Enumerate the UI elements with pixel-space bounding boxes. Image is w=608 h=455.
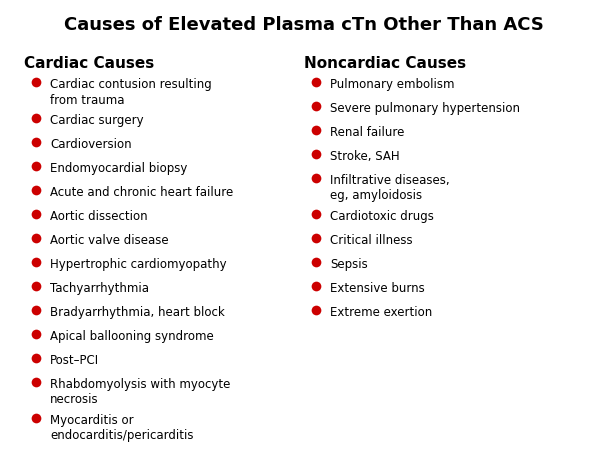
Text: Cardiac Causes: Cardiac Causes xyxy=(24,56,154,71)
Text: Hypertrophic cardiomyopathy: Hypertrophic cardiomyopathy xyxy=(50,258,227,270)
Text: Aortic valve disease: Aortic valve disease xyxy=(50,233,169,247)
Text: Post–PCI: Post–PCI xyxy=(50,353,100,366)
Text: Aortic dissection: Aortic dissection xyxy=(50,210,148,222)
Text: Stroke, SAH: Stroke, SAH xyxy=(330,150,399,162)
Text: Cardiac surgery: Cardiac surgery xyxy=(50,114,144,127)
Text: Cardiotoxic drugs: Cardiotoxic drugs xyxy=(330,210,434,222)
Text: Tachyarrhythmia: Tachyarrhythmia xyxy=(50,281,150,294)
Text: Critical illness: Critical illness xyxy=(330,233,413,247)
Text: Cardioversion: Cardioversion xyxy=(50,138,132,151)
Text: Rhabdomyolysis with myocyte
necrosis: Rhabdomyolysis with myocyte necrosis xyxy=(50,377,230,405)
Text: Apical ballooning syndrome: Apical ballooning syndrome xyxy=(50,329,214,342)
Text: Cardiac contusion resulting
from trauma: Cardiac contusion resulting from trauma xyxy=(50,78,212,106)
Text: Noncardiac Causes: Noncardiac Causes xyxy=(304,56,466,71)
Text: Renal failure: Renal failure xyxy=(330,126,404,139)
Text: Extensive burns: Extensive burns xyxy=(330,281,425,294)
Text: Extreme exertion: Extreme exertion xyxy=(330,305,432,318)
Text: Myocarditis or
endocarditis/pericarditis: Myocarditis or endocarditis/pericarditis xyxy=(50,413,194,441)
Text: Causes of Elevated Plasma cTn Other Than ACS: Causes of Elevated Plasma cTn Other Than… xyxy=(64,16,544,34)
Text: Pulmonary embolism: Pulmonary embolism xyxy=(330,78,455,91)
Text: Sepsis: Sepsis xyxy=(330,258,368,270)
Text: Bradyarrhythmia, heart block: Bradyarrhythmia, heart block xyxy=(50,305,225,318)
Text: Acute and chronic heart failure: Acute and chronic heart failure xyxy=(50,186,233,198)
Text: Severe pulmonary hypertension: Severe pulmonary hypertension xyxy=(330,102,520,115)
Text: Endomyocardial biopsy: Endomyocardial biopsy xyxy=(50,162,188,175)
Text: Infiltrative diseases,
eg, amyloidosis: Infiltrative diseases, eg, amyloidosis xyxy=(330,174,450,202)
